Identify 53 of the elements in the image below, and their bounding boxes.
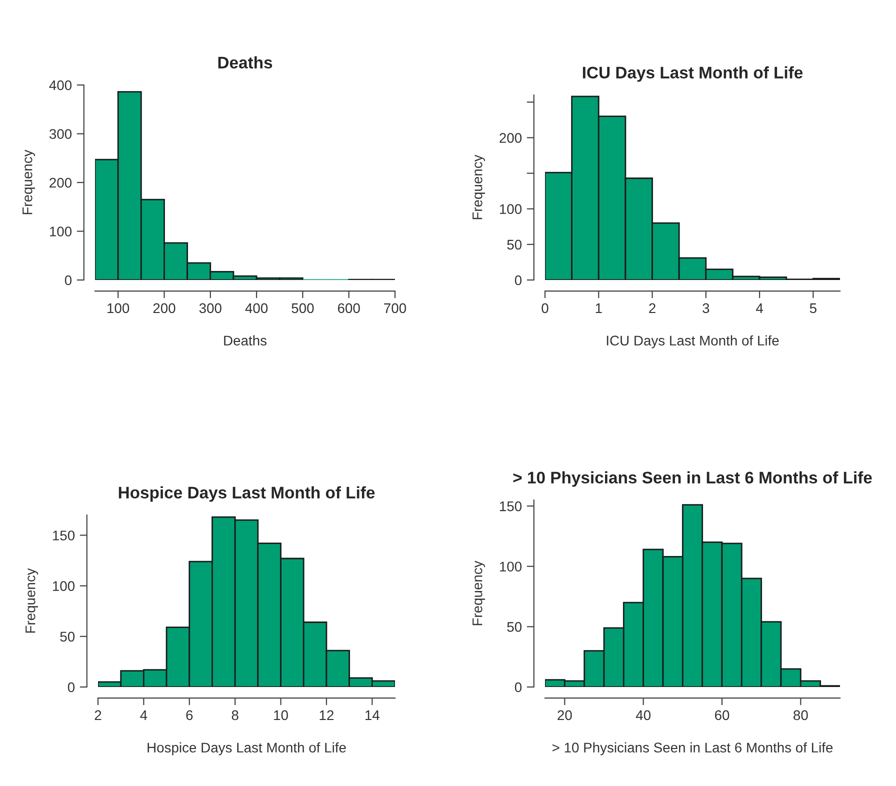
x-tick-label: 12 [320, 710, 334, 720]
y-tick-label: 0 [514, 275, 522, 286]
x-tick-label: 40 [636, 710, 651, 720]
x-tick-label: 100 [108, 303, 130, 314]
chart-title: ICU Days Last Month of Life [582, 66, 803, 82]
y-tick-label: 200 [500, 133, 522, 143]
x-tick-label: 20 [558, 710, 572, 720]
x-axis-title: ICU Days Last Month of Life [606, 335, 779, 348]
x-tick-label: 8 [232, 710, 238, 720]
x-tick-label: 2 [94, 710, 102, 720]
y-tick-label: 150 [52, 530, 75, 540]
x-tick-label: 14 [365, 710, 380, 720]
y-tick-label: 0 [64, 275, 72, 286]
x-tick-label: 200 [153, 303, 176, 314]
y-tick-label: 300 [49, 129, 72, 139]
y-tick-label: 0 [514, 682, 522, 692]
x-tick-label: 0 [542, 303, 548, 314]
x-tick-label: 10 [274, 710, 288, 720]
y-tick-label: 50 [507, 622, 522, 632]
y-tick-label: 100 [50, 226, 72, 236]
y-tick-label: 50 [60, 632, 75, 642]
y-tick-label: 100 [500, 562, 522, 572]
x-tick-label: 300 [199, 303, 222, 314]
x-tick-label: 500 [292, 303, 314, 314]
x-tick-label: 60 [714, 710, 730, 720]
y-axis-title: Frequency [472, 154, 486, 220]
x-tick-label: 400 [245, 303, 268, 314]
x-tick-label: 3 [702, 303, 710, 314]
y-tick-label: 150 [500, 501, 522, 512]
y-tick-label: 100 [52, 581, 75, 591]
y-axis-title: Frequency [22, 150, 36, 214]
x-tick-label: 5 [810, 303, 816, 314]
x-tick-label: 80 [794, 710, 808, 720]
x-axis-title: Hospice Days Last Month of Life [148, 742, 346, 756]
x-tick-label: 6 [186, 710, 193, 720]
chart-title: > 10 Physicians Seen in Last 6 Months of Life [513, 471, 872, 487]
y-tick-label: 400 [49, 80, 72, 90]
x-axis-title: Deaths [224, 335, 267, 346]
y-axis-title: Frequency [472, 560, 486, 626]
y-tick-label: 100 [500, 204, 522, 214]
x-tick-label: 2 [649, 303, 656, 313]
chart-title: Deaths [218, 56, 272, 68]
x-tick-label: 700 [384, 303, 406, 314]
y-tick-label: 200 [50, 178, 72, 188]
y-tick-label: 0 [68, 682, 75, 692]
x-tick-label: 1 [596, 303, 602, 313]
x-tick-label: 600 [338, 303, 360, 314]
y-tick-label: 50 [507, 240, 522, 250]
x-axis-title: > 10 Physicians Seen in Last 6 Months of Life [552, 742, 833, 756]
chart-title: Hospice Days Last Month of Life [118, 486, 375, 502]
y-axis-title: Frequency [26, 568, 38, 633]
x-tick-label: 4 [140, 710, 148, 720]
x-tick-label: 4 [756, 303, 763, 313]
